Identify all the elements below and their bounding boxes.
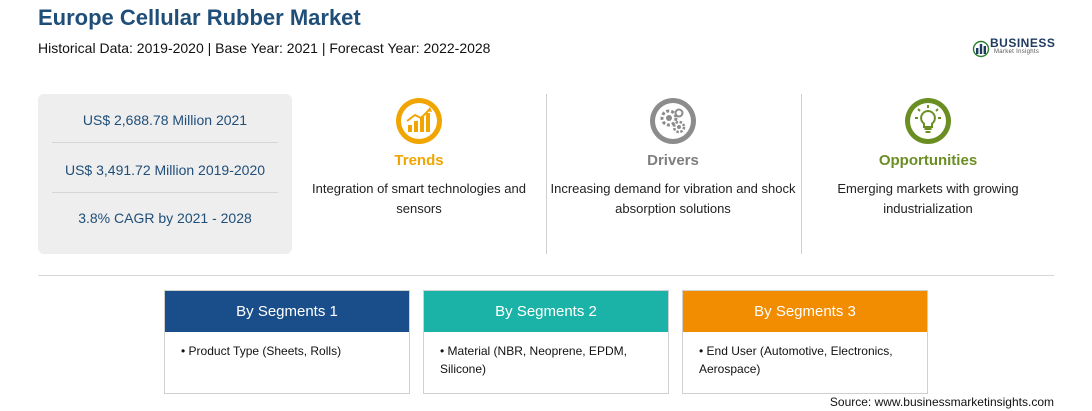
segment-1-header: By Segments 1 bbox=[165, 291, 409, 332]
stat-divider bbox=[52, 142, 278, 143]
feature-drivers: Drivers Increasing demand for vibration … bbox=[548, 96, 798, 219]
logo-tagline: Market Insights bbox=[994, 49, 1040, 55]
segment-2-item: • Material (NBR, Neoprene, EPDM, Silicon… bbox=[440, 344, 627, 376]
stat-divider bbox=[52, 192, 278, 193]
trend-chart-icon bbox=[394, 96, 444, 146]
trends-title: Trends bbox=[394, 152, 444, 169]
segment-1-item-text: Product Type (Sheets, Rolls) bbox=[188, 344, 342, 358]
source-credit: Source: www.businessmarketinsights.com bbox=[829, 395, 1054, 409]
column-divider bbox=[801, 94, 802, 254]
trends-description: Integration of smart technologies and se… bbox=[312, 181, 526, 216]
segment-card-3: By Segments 3 • End User (Automotive, El… bbox=[682, 290, 928, 394]
lightbulb-icon bbox=[903, 96, 953, 146]
column-divider bbox=[546, 94, 547, 254]
page-title: Europe Cellular Rubber Market bbox=[38, 5, 361, 30]
drivers-title: Drivers bbox=[647, 152, 699, 169]
segment-3-header: By Segments 3 bbox=[683, 291, 927, 332]
stat-market-size-historical: US$ 3,491.72 Million 2019-2020 bbox=[64, 162, 266, 178]
segment-1-item: • Product Type (Sheets, Rolls) bbox=[181, 344, 342, 358]
segment-3-item: • End User (Automotive, Electronics, Aer… bbox=[699, 344, 893, 376]
segment-2-header: By Segments 2 bbox=[424, 291, 668, 332]
feature-trends: Trends Integration of smart technologies… bbox=[294, 96, 544, 219]
opportunities-title: Opportunities bbox=[878, 152, 978, 169]
segment-2-item-text: Material (NBR, Neoprene, EPDM, Silicone) bbox=[440, 344, 627, 376]
segment-card-2: By Segments 2 • Material (NBR, Neoprene,… bbox=[423, 290, 669, 394]
section-divider bbox=[38, 275, 1054, 276]
brand-logo: BUSINESS Market Insights bbox=[972, 36, 1062, 60]
stat-market-size-2021: US$ 2,688.78 Million 2021 bbox=[82, 112, 248, 128]
drivers-description: Increasing demand for vibration and shoc… bbox=[550, 181, 796, 216]
segment-card-1: By Segments 1 • Product Type (Sheets, Ro… bbox=[164, 290, 410, 394]
bar-chart-globe-icon bbox=[972, 40, 990, 58]
page-subtitle: Historical Data: 2019-2020 | Base Year: … bbox=[38, 40, 491, 56]
feature-opportunities: Opportunities Emerging markets with grow… bbox=[803, 96, 1053, 219]
stat-cagr: 3.8% CAGR by 2021 - 2028 bbox=[78, 210, 252, 226]
opportunities-description: Emerging markets with growing industrial… bbox=[837, 181, 1019, 216]
gears-icon bbox=[648, 96, 698, 146]
market-stats-panel: US$ 2,688.78 Million 2021 US$ 3,491.72 M… bbox=[38, 94, 292, 254]
segment-3-item-text: End User (Automotive, Electronics, Aeros… bbox=[699, 344, 893, 376]
logo-wordmark: BUSINESS bbox=[990, 36, 1056, 50]
